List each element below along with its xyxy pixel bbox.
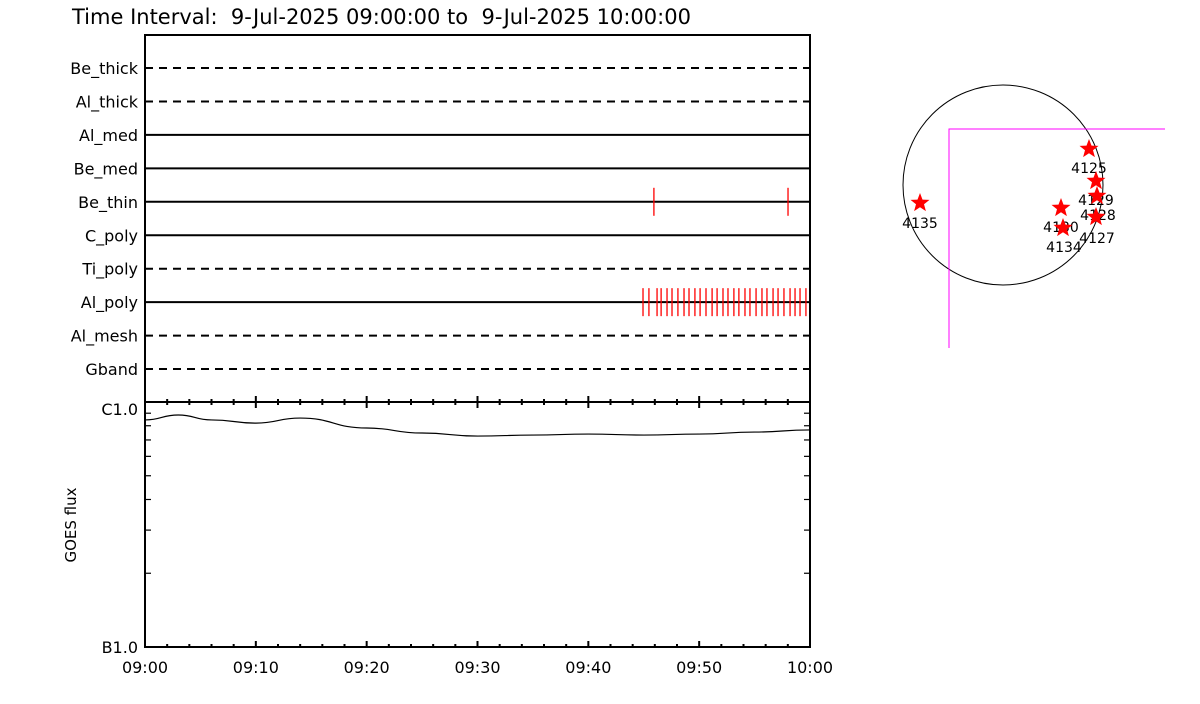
active-region-star-icon (1079, 139, 1099, 158)
x-tick-label: 09:20 (344, 658, 390, 677)
x-tick-label: 09:00 (122, 658, 168, 677)
filter-label-Al_mesh: Al_mesh (71, 327, 138, 347)
filter-label-Be_med: Be_med (74, 159, 138, 179)
filter-label-Ti_poly: Ti_poly (81, 260, 138, 280)
y-tick-label-c1: C1.0 (101, 400, 138, 419)
active-region-label: 4135 (902, 216, 938, 232)
goes-flux-panel: 09:00 09:10 09:20 09:30 09:40 09:50 10:00 B1.0 C… (62, 396, 833, 677)
y-axis-label: GOES flux (62, 487, 80, 562)
active-region-label: 4129 (1078, 193, 1114, 209)
goes-flux-curve (144, 414, 811, 437)
filter-label-Al_poly: Al_poly (81, 293, 138, 313)
active-region-label: 4134 (1046, 240, 1082, 256)
filter-label-C_poly: C_poly (85, 226, 138, 246)
active-region-star-icon (1086, 207, 1106, 226)
active-region-star-icon (1053, 218, 1073, 237)
x-tick-label: 09:30 (454, 658, 500, 677)
active-region-star-icon (910, 193, 930, 212)
filter-label-Be_thin: Be_thin (78, 193, 138, 213)
x-tick-label: 09:50 (676, 658, 722, 677)
filter-timeline-panel: Be_thick Al_thick Al_med Be_med Be_thin C_pol… (70, 34, 811, 403)
x-tick-label: 09:10 (233, 658, 279, 677)
active-region-label: 4125 (1071, 161, 1107, 177)
x-tick-label: 10:00 (787, 658, 833, 677)
timeline-frame (144, 34, 811, 403)
solar-limb (902, 84, 1104, 286)
active-region-star-icon (1087, 186, 1107, 205)
plot-title: Time Interval: 9-Jul-2025 09:00:00 to 9-… (71, 5, 691, 29)
filter-label-Gband: Gband (85, 360, 138, 379)
active-region-label: 4127 (1079, 231, 1115, 247)
field-of-view-box (948, 128, 1165, 348)
active-region-star-icon (1086, 171, 1106, 190)
filter-label-Be_thick: Be_thick (70, 59, 138, 79)
y-tick-label-b1: B1.0 (102, 638, 138, 657)
goes-frame (144, 401, 811, 648)
active-region-star-icon (1051, 198, 1071, 217)
filter-label-Al_med: Al_med (79, 126, 138, 146)
solar-map: 4125412941284130413441274135 (902, 84, 1165, 348)
x-tick-label: 09:40 (565, 658, 611, 677)
filter-label-Al_thick: Al_thick (76, 92, 139, 112)
